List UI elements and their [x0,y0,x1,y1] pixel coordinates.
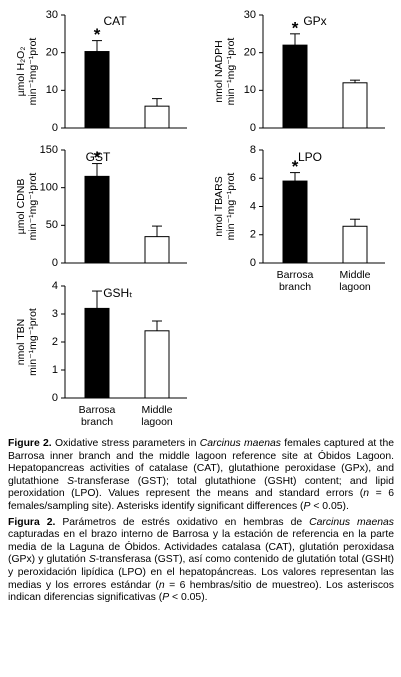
y-tick-label: 3 [52,308,58,320]
y-tick-label: 100 [40,182,58,194]
caption-text: P [162,592,170,604]
y-tick-label: 8 [250,144,256,156]
chart-title: GPx [303,14,326,28]
y-axis-label: µmol H₂O₂ [15,47,27,97]
y-tick-label: 0 [250,122,256,134]
x-tick-label: Middle lagoon [339,269,371,293]
y-tick-label: 30 [46,9,58,21]
caption-text: -transferasa (GST), así como contenido d… [8,554,394,591]
y-axis-label: µmol CDNB [15,179,27,235]
caption: Figure 2. Oxidative stress parameters in… [8,438,394,608]
significance-marker: * [292,157,299,176]
bar [84,51,110,129]
y-tick-label: 50 [46,219,58,231]
caption-text: < 0.05). [310,500,349,512]
y-axis-label: min⁻¹mg⁻¹prot [27,38,39,106]
bar [144,236,170,264]
y-axis-label: nmol NADPH [213,40,225,102]
caption-text: -transferase (GST); total glutathione (G… [8,475,394,500]
x-tick-label: Barrosa branch [276,269,314,293]
y-tick-label: 20 [46,47,58,59]
x-tick-label: Middle lagoon [141,404,173,428]
y-tick-label: 20 [244,47,256,59]
caption-text: females captured at the Barrosa inner br… [8,438,395,487]
caption-text: P [303,500,311,512]
caption-text: capturadas en el brazo interno de Barros… [8,529,394,566]
y-tick-label: 0 [250,257,256,269]
y-tick-label: 0 [52,257,58,269]
bar [342,82,368,129]
bar [84,307,110,399]
y-tick-label: 30 [244,9,256,21]
chart-title: GST [86,150,111,164]
y-axis-label: nmol TBN [15,319,27,366]
y-tick-label: 4 [52,280,58,292]
chart-title: CAT [103,14,127,28]
y-tick-label: 0 [52,122,58,134]
caption-text: n [363,488,370,500]
caption-text: S [67,475,75,487]
y-tick-label: 2 [52,336,58,348]
y-axis-label: min⁻¹mg⁻¹prot [225,173,237,241]
y-axis-label: min⁻¹mg⁻¹prot [225,38,237,106]
bar [282,180,308,264]
caption-spanish: Figura 2. Parámetros de estrés oxidativo… [8,517,394,605]
y-tick-label: 1 [52,364,58,376]
bar [144,330,170,399]
figure-label: Figura 2. [8,516,56,528]
y-axis-label: nmol TBARS [213,176,225,237]
y-tick-label: 6 [250,172,256,184]
y-tick-label: 10 [46,84,58,96]
caption-english: Figure 2. Oxidative stress parameters in… [8,438,394,514]
bar [342,225,368,264]
bar [282,44,308,129]
x-tick-label: Barrosa branch [78,404,116,428]
caption-text: Parámetros de estrés oxidativo en hembra… [55,516,310,528]
caption-text: Carcinus maenas [309,516,394,528]
y-tick-label: 150 [40,144,58,156]
y-axis-label: min⁻¹mg⁻¹prot [27,308,39,376]
caption-text: Carcinus maenas [199,438,281,449]
bar [144,105,170,129]
y-tick-label: 4 [250,200,256,212]
y-tick-label: 0 [52,392,58,404]
significance-marker: * [94,25,101,44]
caption-text: = 6 females/sampling site). Asterisks id… [8,488,394,512]
significance-marker: * [292,18,299,37]
caption-text: Oxidative stress parameters in [51,438,200,449]
figure-label: Figure 2. [8,438,52,449]
significance-marker: * [94,148,101,167]
y-tick-label: 10 [244,84,256,96]
caption-text: n [158,579,165,591]
chart-title: GSHₜ [103,286,133,300]
y-axis-label: min⁻¹mg⁻¹prot [27,173,39,241]
caption-text: < 0.05). [169,592,208,604]
caption-text: = 6 hembras/sitio de muestreo). Los aste… [8,579,394,604]
chart-title: LPO [298,150,322,164]
caption-text: S [88,554,96,566]
bar [84,175,110,264]
y-tick-label: 2 [250,229,256,241]
